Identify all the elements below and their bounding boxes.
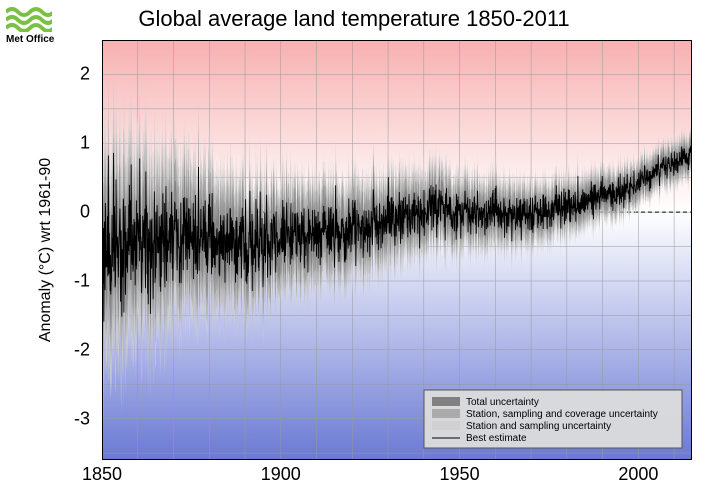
x-axis-ticks: 1850190019502000 [102, 462, 692, 486]
chart-container: Met Office Global average land temperatu… [0, 0, 708, 504]
chart-title: Global average land temperature 1850-201… [0, 6, 708, 32]
y-tick: 2 [54, 64, 90, 85]
legend: Total uncertaintyStation, sampling and c… [424, 390, 682, 448]
plot-area: Total uncertaintyStation, sampling and c… [102, 40, 692, 460]
svg-text:Total uncertainty: Total uncertainty [466, 397, 539, 408]
y-tick: 1 [54, 133, 90, 154]
y-tick: -1 [54, 270, 90, 291]
y-tick: 0 [54, 202, 90, 223]
y-axis-label: Anomaly (°C) wrt 1961-90 [36, 40, 56, 460]
svg-text:Best estimate: Best estimate [466, 433, 527, 444]
plot-svg: Total uncertaintyStation, sampling and c… [102, 40, 692, 460]
y-tick: -3 [54, 408, 90, 429]
x-tick: 1900 [261, 464, 301, 485]
svg-text:Station and sampling uncertain: Station and sampling uncertainty [466, 421, 611, 432]
y-tick: -2 [54, 339, 90, 360]
x-tick: 1850 [82, 464, 122, 485]
y-axis-ticks: -3-2-1012 [60, 40, 96, 460]
x-tick: 2000 [618, 464, 658, 485]
x-tick: 1950 [440, 464, 480, 485]
svg-text:Station, sampling and coverage: Station, sampling and coverage uncertain… [466, 409, 658, 420]
